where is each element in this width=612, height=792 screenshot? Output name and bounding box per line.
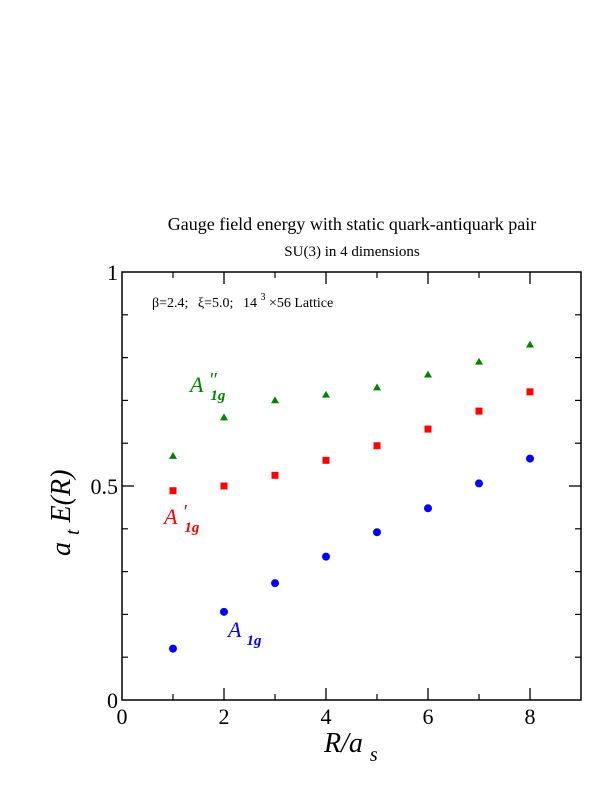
- data-point-series-0: [271, 579, 279, 588]
- data-point-series-2: [526, 340, 534, 348]
- y-tick-label: 0.5: [91, 474, 119, 499]
- series-label-a1g-prime: A ′ 1g: [162, 498, 200, 536]
- y-axis-ticks: 00.51: [91, 260, 581, 713]
- y-axis-label-sub: t: [62, 529, 84, 535]
- chart-subtitle: SU(3) in 4 dimensions: [284, 244, 420, 260]
- y-axis-label-prefix: a: [46, 542, 77, 556]
- chart-title: Gauge field energy with static quark-ant…: [168, 214, 537, 234]
- y-axis-label: a t E(R): [46, 470, 86, 556]
- lattice-annotation: β=2.4; ξ=5.0; 14 3 ×56 Lattice: [152, 289, 333, 311]
- data-points: [169, 340, 534, 653]
- x-axis-ticks: 0 2 4 6 8: [117, 272, 536, 729]
- data-point-series-0: [475, 479, 483, 488]
- data-point-series-0: [220, 607, 228, 616]
- y-tick-label: 0: [107, 688, 118, 713]
- annotation-lattice-exp: 3: [260, 292, 265, 303]
- data-point-series-2: [220, 413, 228, 421]
- x-tick-label: 0: [117, 704, 128, 729]
- x-axis-label: R/a s: [323, 728, 378, 766]
- data-point-series-1: [220, 482, 228, 490]
- series-label-prime: ′: [183, 501, 188, 523]
- annotation-beta: β=2.4;: [152, 296, 188, 311]
- data-point-series-2: [373, 383, 381, 391]
- plot-frame: [121, 271, 582, 701]
- series-label-a1g: A 1g: [226, 617, 262, 649]
- data-point-series-0: [526, 454, 534, 463]
- data-point-series-0: [373, 528, 381, 537]
- data-point-series-2: [271, 396, 279, 404]
- x-tick-label: 6: [423, 704, 434, 729]
- x-tick-label: 8: [525, 704, 536, 729]
- data-point-series-2: [424, 370, 432, 378]
- x-axis-label-sub: s: [370, 744, 378, 766]
- x-tick-label: 2: [219, 704, 230, 729]
- data-point-series-0: [424, 504, 432, 513]
- data-point-series-1: [322, 456, 330, 464]
- series-label-sub: 1g: [247, 633, 263, 649]
- series-label-main: A: [226, 617, 242, 642]
- data-point-series-2: [169, 452, 177, 459]
- series-label-main: A: [162, 504, 178, 529]
- series-label-prime: ″: [209, 369, 218, 391]
- annotation-lattice-rest: ×56 Lattice: [269, 296, 333, 311]
- y-tick-label: 1: [107, 260, 118, 285]
- data-point-series-2: [475, 357, 483, 365]
- data-point-series-1: [475, 407, 483, 415]
- annotation-lattice-base: 14: [243, 296, 257, 311]
- series-label-a1g-double-prime: A ″ 1g: [188, 366, 226, 404]
- data-point-series-2: [322, 390, 330, 398]
- data-point-series-0: [169, 644, 177, 653]
- series-label-sub: 1g: [184, 520, 200, 536]
- data-point-series-1: [373, 442, 381, 450]
- data-point-series-1: [526, 388, 534, 396]
- annotation-xi: ξ=5.0;: [198, 296, 234, 311]
- data-point-series-0: [322, 552, 330, 561]
- x-axis-label-main: R/a: [323, 728, 363, 759]
- series-label-sub: 1g: [210, 388, 226, 404]
- data-point-series-1: [271, 471, 279, 479]
- y-axis-label-main: E(R): [46, 470, 77, 524]
- data-point-series-1: [169, 487, 177, 495]
- series-label-main: A: [188, 372, 204, 397]
- data-point-series-1: [424, 425, 432, 433]
- x-tick-label: 4: [321, 704, 332, 729]
